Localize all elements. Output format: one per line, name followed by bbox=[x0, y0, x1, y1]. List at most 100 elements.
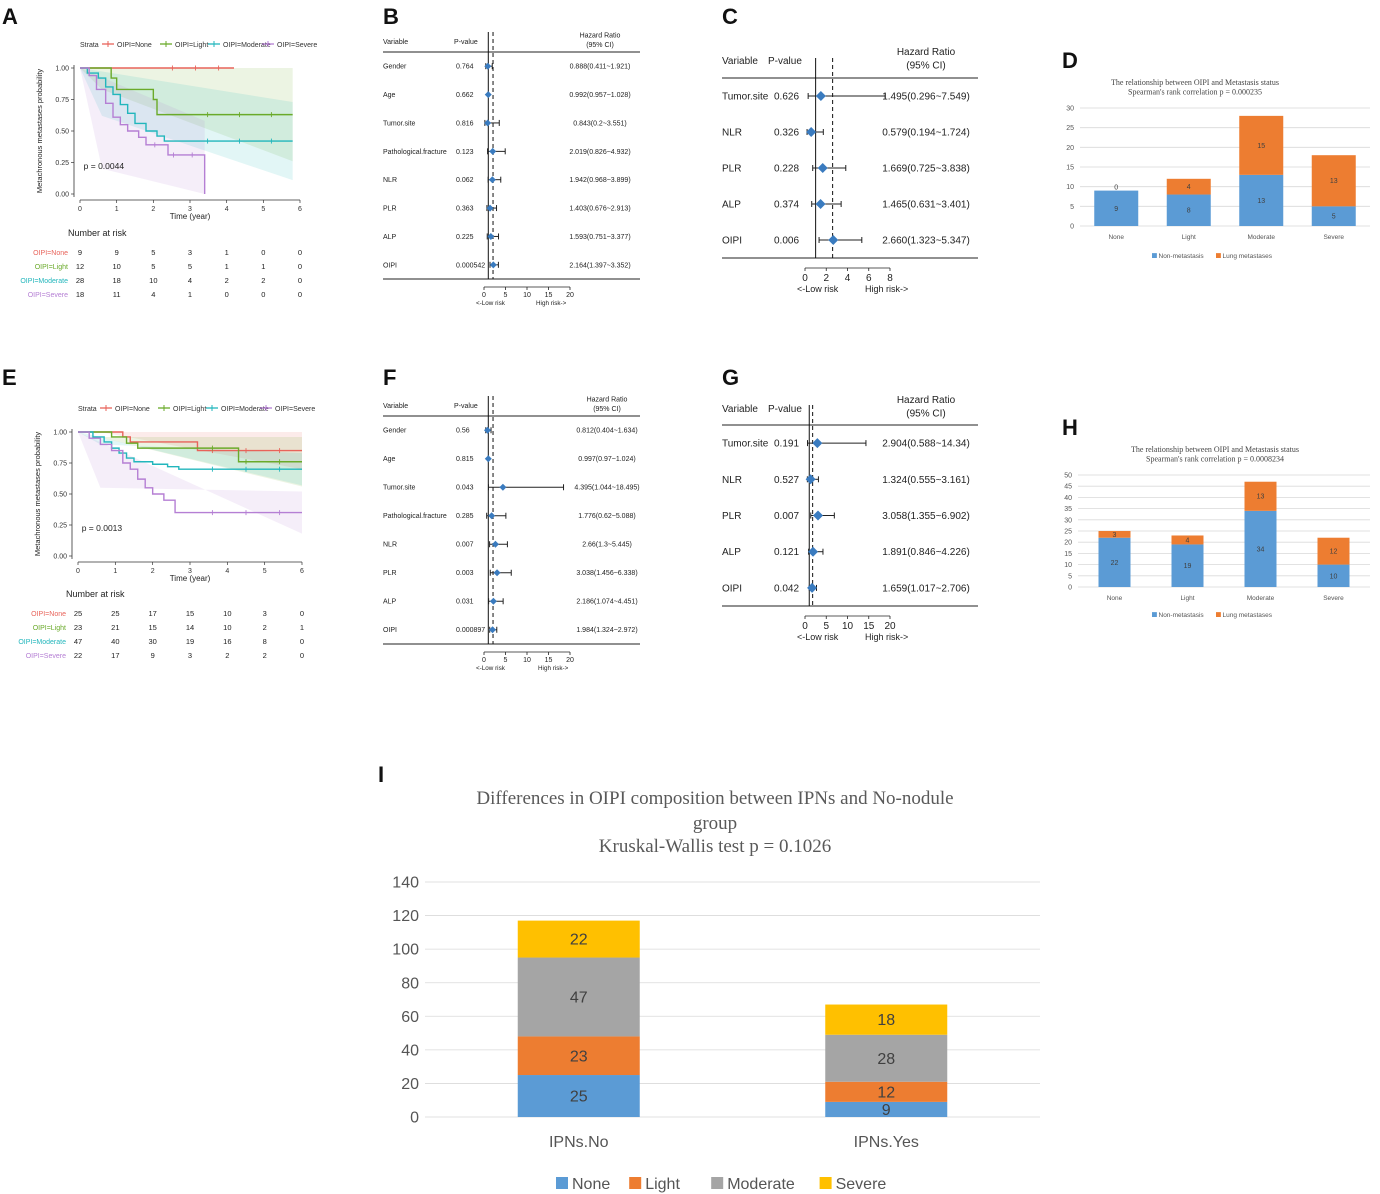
data-label: 22 bbox=[570, 932, 588, 949]
panel-label-i: I bbox=[378, 762, 384, 787]
bar-segment bbox=[1166, 194, 1211, 226]
bar-segment bbox=[1094, 190, 1139, 226]
risk-cell: 10 bbox=[223, 609, 231, 618]
row-variable: ALP bbox=[722, 200, 741, 211]
row-variable: OIPI bbox=[383, 627, 397, 634]
legend-entry: OIPI=Severe bbox=[275, 406, 315, 413]
header-variable: Variable bbox=[383, 39, 408, 46]
hr-diamond bbox=[488, 176, 496, 184]
risk-cell: 25 bbox=[111, 609, 119, 618]
row-pvalue: 0.626 bbox=[774, 92, 799, 103]
y-tick-label: 35 bbox=[1064, 506, 1072, 513]
legend-entry: Lung metastases bbox=[1223, 612, 1273, 619]
hr-diamond bbox=[484, 91, 492, 99]
row-variable: NLR bbox=[383, 177, 397, 184]
header-ci: (95% CI) bbox=[593, 406, 621, 413]
risk-cell: 2 bbox=[225, 276, 229, 285]
x-tick-label: 0 bbox=[802, 621, 808, 632]
risk-row-label: OIPI=Moderate bbox=[20, 278, 68, 285]
row-variable: Pathological.fracture bbox=[383, 149, 447, 156]
ci-band bbox=[78, 432, 302, 470]
x-tick-label: 4 bbox=[225, 206, 229, 213]
row-hr-text: 0.997(0.97~1.024) bbox=[578, 456, 635, 463]
row-variable: NLR bbox=[722, 475, 742, 486]
hr-diamond bbox=[812, 510, 823, 521]
row-hr-text: 1.324(0.555~3.161) bbox=[882, 475, 970, 486]
legend-entry: Lung metastases bbox=[1223, 253, 1273, 260]
x-tick-label: 6 bbox=[866, 273, 872, 284]
legend-entry: OIPI=Light bbox=[175, 42, 208, 49]
row-pvalue: 0.363 bbox=[456, 206, 474, 213]
bar-segment bbox=[1239, 174, 1284, 226]
risk-cell: 40 bbox=[111, 637, 119, 646]
p-value: p = 0.0013 bbox=[82, 523, 123, 533]
bar-segment bbox=[1098, 537, 1131, 587]
data-label: 9 bbox=[882, 1102, 891, 1119]
bar-segment bbox=[825, 1004, 948, 1035]
y-tick-label: 30 bbox=[1064, 517, 1072, 524]
x-tick-label: 6 bbox=[298, 206, 302, 213]
x-tick-label: 10 bbox=[842, 621, 854, 632]
legend-swatch bbox=[711, 1177, 724, 1189]
row-pvalue: 0.042 bbox=[774, 583, 799, 594]
row-hr-text: 0.992(0.957~1.028) bbox=[569, 92, 630, 99]
row-variable: Tumor.site bbox=[722, 439, 769, 450]
row-hr-text: 1.465(0.631~3.401) bbox=[882, 200, 970, 211]
risk-cell: 4 bbox=[151, 290, 155, 299]
row-hr-text: 1.984(1.324~2.972) bbox=[576, 627, 637, 634]
data-label: 8 bbox=[1187, 208, 1191, 215]
y-tick-label: 1.00 bbox=[55, 66, 69, 73]
data-label: 19 bbox=[1184, 563, 1192, 570]
x-tick-label: 15 bbox=[863, 621, 875, 632]
panel-label-e: E bbox=[2, 365, 17, 390]
risk-row-label: OIPI=Light bbox=[35, 264, 68, 271]
row-pvalue: 0.56 bbox=[456, 428, 470, 435]
legend-swatch bbox=[819, 1177, 832, 1189]
data-label: 13 bbox=[1257, 494, 1265, 501]
row-hr-text: 0.888(0.411~1.921) bbox=[570, 64, 631, 71]
risk-cell: 0 bbox=[298, 248, 302, 257]
legend-swatch bbox=[1152, 253, 1157, 258]
risk-cell: 3 bbox=[188, 651, 192, 660]
risk-cell: 11 bbox=[113, 290, 121, 299]
data-label: 18 bbox=[877, 1012, 895, 1029]
p-value: p = 0.0044 bbox=[84, 161, 125, 171]
y-tick-label: 10 bbox=[1066, 184, 1074, 191]
y-tick-label: 0.00 bbox=[53, 554, 67, 561]
panel-label-f: F bbox=[383, 365, 396, 390]
bar-segment bbox=[1098, 531, 1131, 538]
x-tick-label: 1 bbox=[113, 568, 117, 575]
row-variable: NLR bbox=[722, 128, 742, 139]
y-tick-label: 30 bbox=[1066, 105, 1074, 112]
hr-diamond bbox=[488, 512, 496, 520]
risk-cell: 0 bbox=[300, 651, 304, 660]
y-tick-label: 100 bbox=[392, 942, 419, 959]
hr-diamond bbox=[484, 62, 492, 70]
bar-segment bbox=[1171, 535, 1204, 545]
row-pvalue: 0.815 bbox=[456, 456, 474, 463]
header-ci: (95% CI) bbox=[906, 409, 945, 420]
hr-diamond bbox=[489, 147, 497, 155]
risk-cell: 28 bbox=[76, 276, 84, 285]
row-pvalue: 0.816 bbox=[456, 120, 474, 127]
category-label: IPNs.No bbox=[549, 1134, 609, 1151]
data-label: 34 bbox=[1257, 546, 1265, 553]
x-tick-label: 2 bbox=[823, 273, 829, 284]
risk-cell: 4 bbox=[188, 276, 192, 285]
risk-cell: 1 bbox=[225, 262, 229, 271]
hr-diamond bbox=[817, 163, 828, 173]
row-hr-text: 0.579(0.194~1.724) bbox=[882, 128, 970, 139]
hr-diamond bbox=[487, 232, 495, 240]
risk-cell: 15 bbox=[148, 623, 156, 632]
y-tick-label: 20 bbox=[1064, 540, 1072, 547]
risk-cell: 25 bbox=[74, 609, 82, 618]
risk-cell: 0 bbox=[298, 290, 302, 299]
row-hr-text: 1.891(0.846~4.226) bbox=[882, 547, 970, 558]
row-pvalue: 0.007 bbox=[456, 542, 474, 549]
header-variable: Variable bbox=[383, 403, 408, 410]
header-pvalue: P-value bbox=[454, 403, 478, 410]
footer-high-risk: High risk-> bbox=[536, 300, 567, 307]
risk-cell: 5 bbox=[151, 248, 155, 257]
panel-label-d: D bbox=[1062, 48, 1078, 73]
risk-cell: 5 bbox=[151, 262, 155, 271]
